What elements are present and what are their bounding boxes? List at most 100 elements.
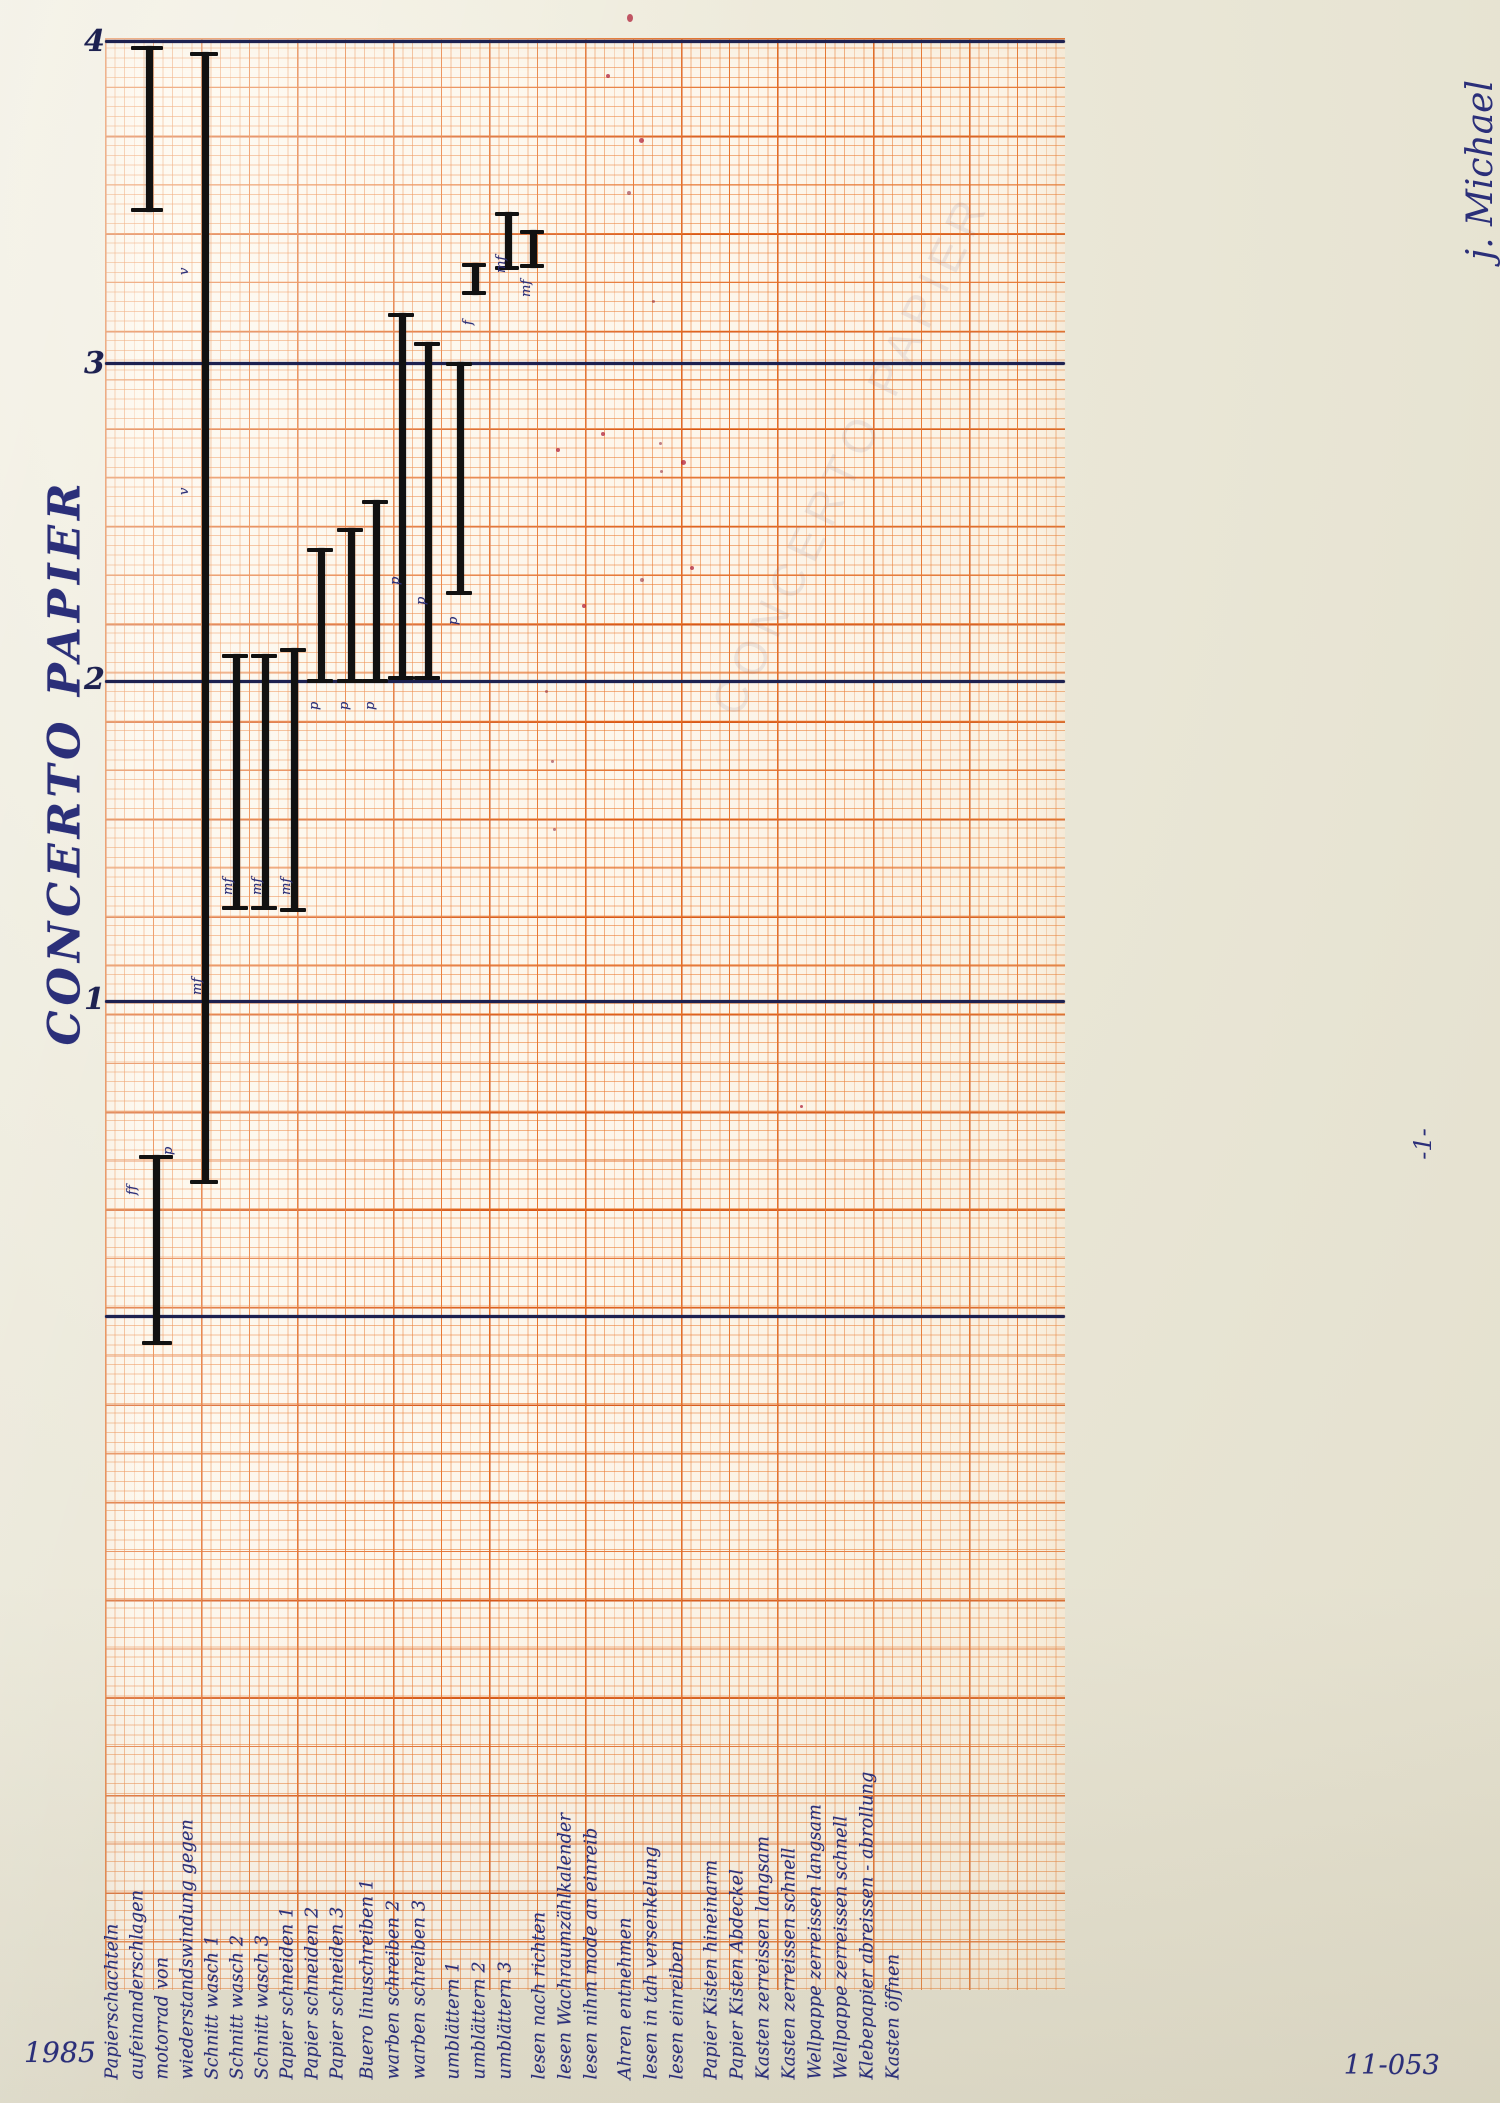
archive-number: 11-053 [1343, 2050, 1440, 2081]
category-label: umblättern 1 [443, 1961, 464, 2080]
bar-annotation: p [337, 701, 352, 710]
bar-annotation: v [177, 487, 192, 495]
bar-cap [414, 676, 440, 680]
ink-speck [660, 470, 663, 473]
axis-line-1 [105, 1000, 1065, 1003]
bar-annotation: mf [279, 877, 294, 895]
bar-cap [362, 500, 388, 504]
category-label: lesen Wachraumzählkalender [555, 1812, 576, 2080]
bar-cap [414, 342, 440, 346]
axis-line-0 [105, 1315, 1065, 1318]
bar-cap [462, 263, 486, 267]
bar-cap [307, 679, 333, 683]
bar-umblaettern-2 [425, 342, 432, 679]
bar-annotation: p [446, 616, 461, 625]
ink-speck [601, 432, 605, 436]
category-label: Papier Kisten hineinarm [701, 1859, 722, 2080]
category-label: Papierschachteln [102, 1923, 123, 2080]
bar-lesen-nihm-mode [472, 263, 479, 295]
graph-paper-grid [105, 38, 1065, 1990]
axis-line-4 [105, 40, 1065, 43]
y-tick-2: 2 [84, 662, 106, 697]
bar-cap [362, 679, 388, 683]
ink-speck [627, 14, 633, 22]
ink-speck [551, 760, 554, 763]
bar-papier-schneiden-3 [373, 500, 380, 682]
ink-speck [553, 828, 556, 831]
bar-annotation: p [414, 596, 429, 605]
category-label: aufeinanderschlagen [127, 1889, 148, 2080]
page-number: -1- [1408, 1128, 1437, 1160]
bar-cap [131, 46, 163, 50]
signature: j. Michael [1460, 80, 1500, 261]
bar-papierschachteln [153, 1155, 160, 1343]
bar-cap [222, 654, 248, 658]
y-tick-3: 3 [84, 346, 106, 381]
bar-papier-schneiden-1 [318, 548, 325, 682]
ink-speck [639, 138, 644, 143]
bar-annotation: mf [221, 877, 236, 895]
category-label: umblättern 2 [469, 1961, 490, 2080]
bar-cap [446, 362, 472, 366]
bar-annotation: p [388, 576, 403, 585]
bar-annotation: mf [494, 255, 509, 273]
category-label: lesen einreiben [667, 1940, 688, 2080]
bar-annotation: p [307, 701, 322, 710]
bar-cap [139, 1155, 173, 1159]
bar-cap [307, 548, 333, 552]
bar-cap [388, 313, 414, 317]
bar-cap [495, 266, 519, 270]
bar-annotation: p [363, 701, 378, 710]
category-label: Kasten zerreissen schnell [779, 1847, 800, 2080]
bar-annotation: f [461, 319, 476, 325]
bar-cap [462, 291, 486, 295]
bar-annotation: mf [519, 279, 534, 297]
bar-cap [190, 1180, 218, 1184]
bar-lesen-nach-richten [505, 212, 512, 269]
category-label: Papier schneiden 3 [327, 1906, 348, 2080]
category-label: Papier Kisten Abdeckel [727, 1868, 748, 2080]
bar-cap [222, 906, 248, 910]
bar-cap [388, 676, 414, 680]
bar-cap [280, 908, 306, 912]
bar-cap [131, 208, 163, 212]
bar-annotation: ff [125, 1184, 140, 1195]
bar-cap [337, 528, 363, 532]
category-label: Kasten zerreissen langsam [753, 1835, 774, 2080]
bar-cap [280, 648, 306, 652]
category-label: wiederstandswindung gegen [177, 1818, 198, 2080]
bar-schnitt-wasch-2 [262, 654, 269, 908]
category-label: Schnitt wasch 3 [252, 1934, 273, 2080]
ink-speck [556, 448, 560, 452]
category-label: Kasten öffnen [883, 1953, 904, 2080]
category-label: Schnitt wasch 2 [227, 1934, 248, 2080]
category-label: Papier schneiden 2 [302, 1906, 323, 2080]
ink-speck [606, 74, 610, 78]
bar-lesen-wachraum [530, 230, 537, 268]
bar-cap [142, 1341, 172, 1345]
category-label: motorrad von [152, 1956, 173, 2080]
category-label: lesen in tah versenkelung [641, 1846, 662, 2080]
ink-speck [640, 578, 644, 582]
category-label: Wellpappe zerreissen langsam [805, 1803, 826, 2080]
y-tick-1: 1 [84, 982, 106, 1017]
bar-annotation: p [161, 1146, 176, 1155]
ink-speck [659, 442, 662, 445]
category-label: Klebepapier abreissen - abrollung [857, 1771, 878, 2080]
bar-annotation: mf [250, 877, 265, 895]
ink-speck [545, 690, 548, 693]
bar-cap [446, 591, 472, 595]
bar-schnitt-wasch-3 [291, 648, 298, 910]
bar-schnitt-wasch-1 [233, 654, 240, 908]
bar-cap [337, 679, 363, 683]
bar-cap [251, 906, 277, 910]
axis-line-3 [105, 362, 1065, 365]
bar-cap [495, 212, 519, 216]
bar-umblaettern-3 [457, 362, 464, 594]
page-title: CONCERTO PAPIER [39, 478, 91, 1046]
bar-cap [251, 654, 277, 658]
ink-speck [690, 566, 694, 570]
category-label: Papier schneiden 1 [277, 1906, 298, 2080]
category-label: Ahren entnehmen [615, 1917, 636, 2080]
